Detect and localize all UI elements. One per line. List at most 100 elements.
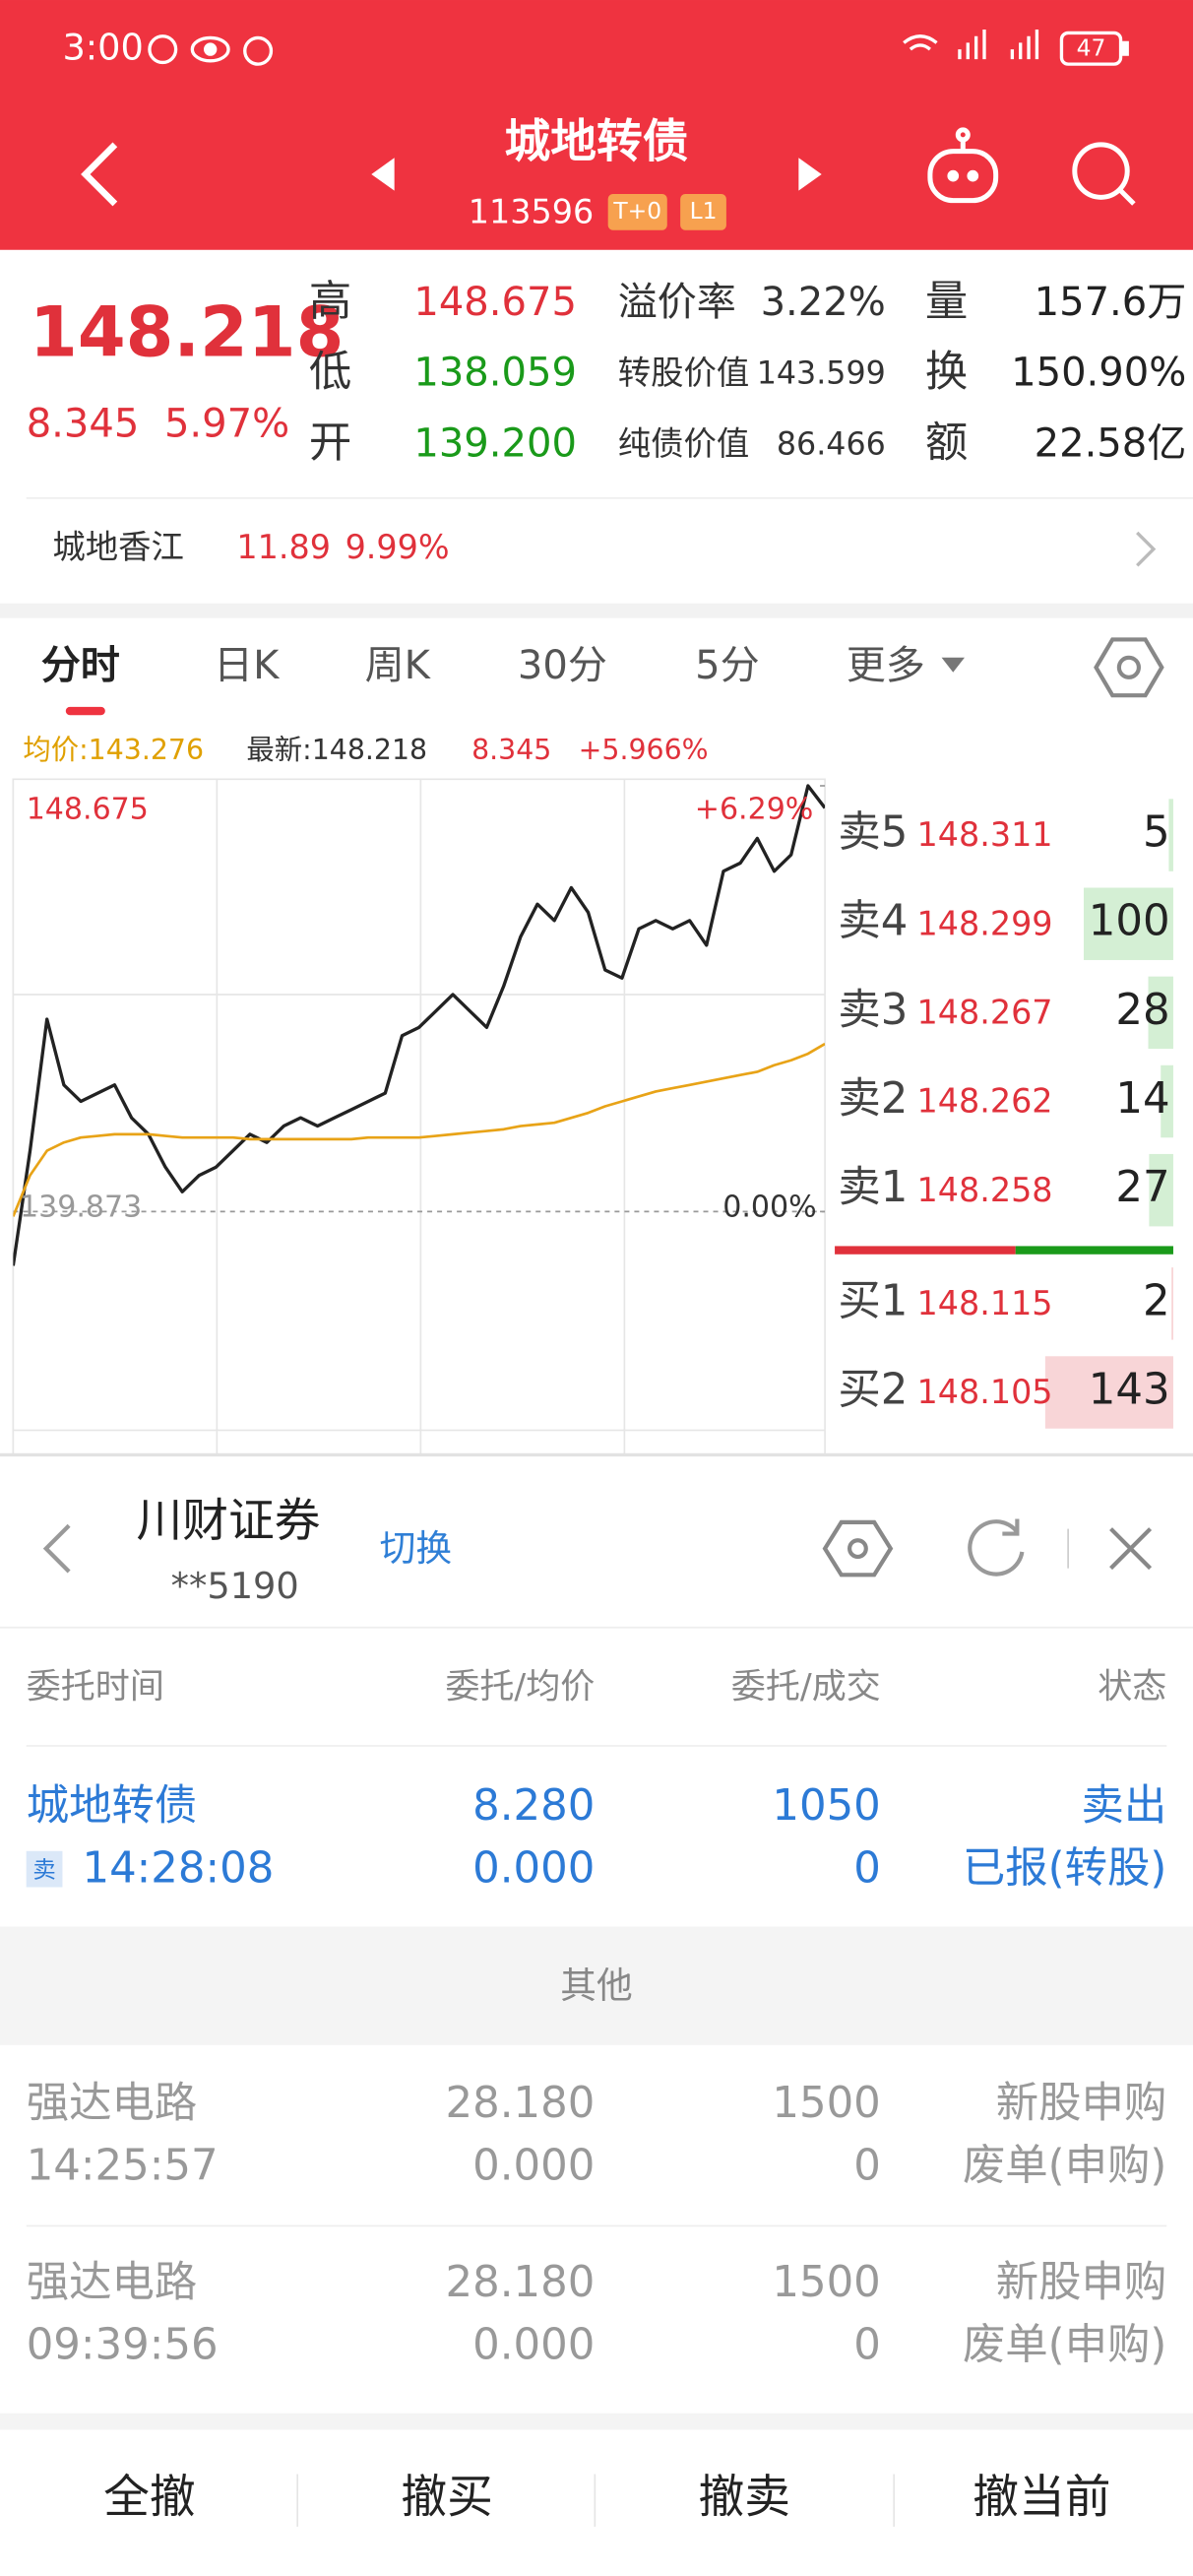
order-status: 已报(转股) <box>963 1843 1166 1893</box>
book-price: 148.299 <box>917 904 1053 942</box>
next-button[interactable] <box>798 158 822 191</box>
column-header: 状态 <box>1098 1667 1166 1707</box>
book-volume: 14 <box>1115 1074 1169 1124</box>
volume-bar <box>1044 1356 1173 1429</box>
latest-price: 最新:148.218 <box>246 734 427 766</box>
volume-bar <box>1168 799 1173 871</box>
tab[interactable]: 5分 <box>695 643 760 688</box>
trade-label: 额 <box>925 419 968 468</box>
volume-bar <box>1171 1267 1173 1340</box>
underlying-pct: 9.99% <box>345 528 450 566</box>
price: 148.218 <box>30 291 344 372</box>
action-button[interactable]: 撤卖 <box>699 2472 790 2525</box>
battery-level: 47 <box>1077 34 1106 62</box>
broker: 川财证券 <box>137 1495 321 1548</box>
underlying-chevron[interactable] <box>1136 531 1157 567</box>
back-button[interactable] <box>81 142 118 207</box>
more-arrow[interactable] <box>941 657 965 673</box>
summary-pct: +5.966% <box>579 734 709 766</box>
column-header: 委托时间 <box>27 1667 164 1707</box>
code: 113596 <box>469 193 594 231</box>
book-label: 卖5 <box>838 808 908 858</box>
order-time: 14:28:08 <box>82 1843 274 1893</box>
underlying-price: 11.89 <box>236 528 331 566</box>
order-price: 8.280 <box>472 1781 595 1831</box>
book-volume: 28 <box>1115 986 1169 1035</box>
tab[interactable]: 周K <box>365 643 432 688</box>
volume-bar <box>1148 976 1173 1050</box>
band <box>0 603 1193 618</box>
order-action: 卖出 <box>1082 1781 1167 1831</box>
stat-label: 开 <box>309 419 351 468</box>
volume-bar <box>1149 1153 1173 1227</box>
tab[interactable]: 分时 <box>41 643 120 688</box>
section-title: 其他 <box>560 1964 632 2007</box>
order-name: 强达电路 <box>27 2258 198 2307</box>
book-label: 卖4 <box>838 897 908 946</box>
panel-back[interactable] <box>42 1523 71 1574</box>
column-header: 委托/均价 <box>445 1667 595 1707</box>
stat-label: 低 <box>309 348 351 397</box>
y-tick-label: 139.873 <box>20 1191 142 1225</box>
robot-button[interactable] <box>927 127 999 204</box>
settings-button[interactable] <box>1094 637 1164 698</box>
prev-button[interactable] <box>371 158 395 191</box>
order-filled: 0 <box>853 1843 881 1893</box>
refresh-button[interactable] <box>968 1518 1025 1577</box>
order-action: 新股申购 <box>996 2079 1167 2128</box>
title: 城地转债 <box>505 115 689 168</box>
order-name: 城地转债 <box>27 1781 198 1831</box>
tab-indicator <box>65 706 105 716</box>
switch-button[interactable]: 切换 <box>380 1527 452 1570</box>
y-tick-label: 148.675 <box>27 793 149 827</box>
tag: T+0 <box>612 197 661 225</box>
side-tag-bg <box>26 1850 63 1888</box>
order-status: 废单(申购) <box>963 2320 1166 2369</box>
underlying-name[interactable]: 城地香江 <box>52 528 184 566</box>
volume-bar <box>1161 1064 1173 1138</box>
bond-label: 纯债价值 <box>618 424 750 463</box>
order-quantity: 1500 <box>772 2258 880 2307</box>
action-button[interactable]: 全撤 <box>103 2472 195 2525</box>
trade-label: 量 <box>925 277 968 326</box>
order-name: 强达电路 <box>27 2079 198 2128</box>
stat-value: 139.200 <box>413 420 577 466</box>
order-status: 废单(申购) <box>963 2141 1166 2190</box>
order-time: 14:25:57 <box>27 2141 219 2190</box>
stat-value: 148.675 <box>413 280 577 325</box>
y2-tick-label: +6.29% <box>695 793 814 827</box>
bond-value: 143.599 <box>757 356 886 392</box>
section-band <box>0 1926 1193 2045</box>
trade-value: 157.6万 <box>1035 280 1187 325</box>
order-quantity: 1500 <box>772 2079 880 2128</box>
search-button[interactable] <box>1072 142 1136 206</box>
book-price: 148.267 <box>917 994 1053 1032</box>
trade-value: 22.58亿 <box>1035 420 1187 466</box>
book-price: 148.258 <box>917 1171 1053 1209</box>
tag-bg <box>680 194 726 230</box>
chart-frame <box>12 778 826 1471</box>
close-button[interactable] <box>1109 1527 1153 1571</box>
book-volume: 100 <box>1089 897 1170 946</box>
book-volume: 143 <box>1089 1366 1170 1415</box>
tab[interactable]: 日K <box>214 643 281 688</box>
plot <box>13 784 826 1266</box>
bond-label: 转股价值 <box>618 354 750 392</box>
bond-value: 3.22% <box>761 280 886 325</box>
action-button[interactable]: 撤买 <box>401 2472 492 2525</box>
trade-label: 换 <box>925 348 968 397</box>
side-tag: 卖 <box>32 1855 55 1883</box>
book-divider <box>835 1246 1016 1255</box>
action-button[interactable]: 撤当前 <box>973 2472 1110 2525</box>
panel-settings[interactable] <box>822 1519 894 1578</box>
tab[interactable]: 更多 <box>847 643 925 688</box>
order-price: 28.180 <box>446 2258 596 2307</box>
trade-value: 150.90% <box>1011 351 1186 396</box>
tab[interactable]: 30分 <box>518 643 607 688</box>
stat-value: 138.059 <box>413 351 577 396</box>
book-volume: 27 <box>1115 1163 1169 1212</box>
book-price: 148.262 <box>917 1082 1053 1121</box>
